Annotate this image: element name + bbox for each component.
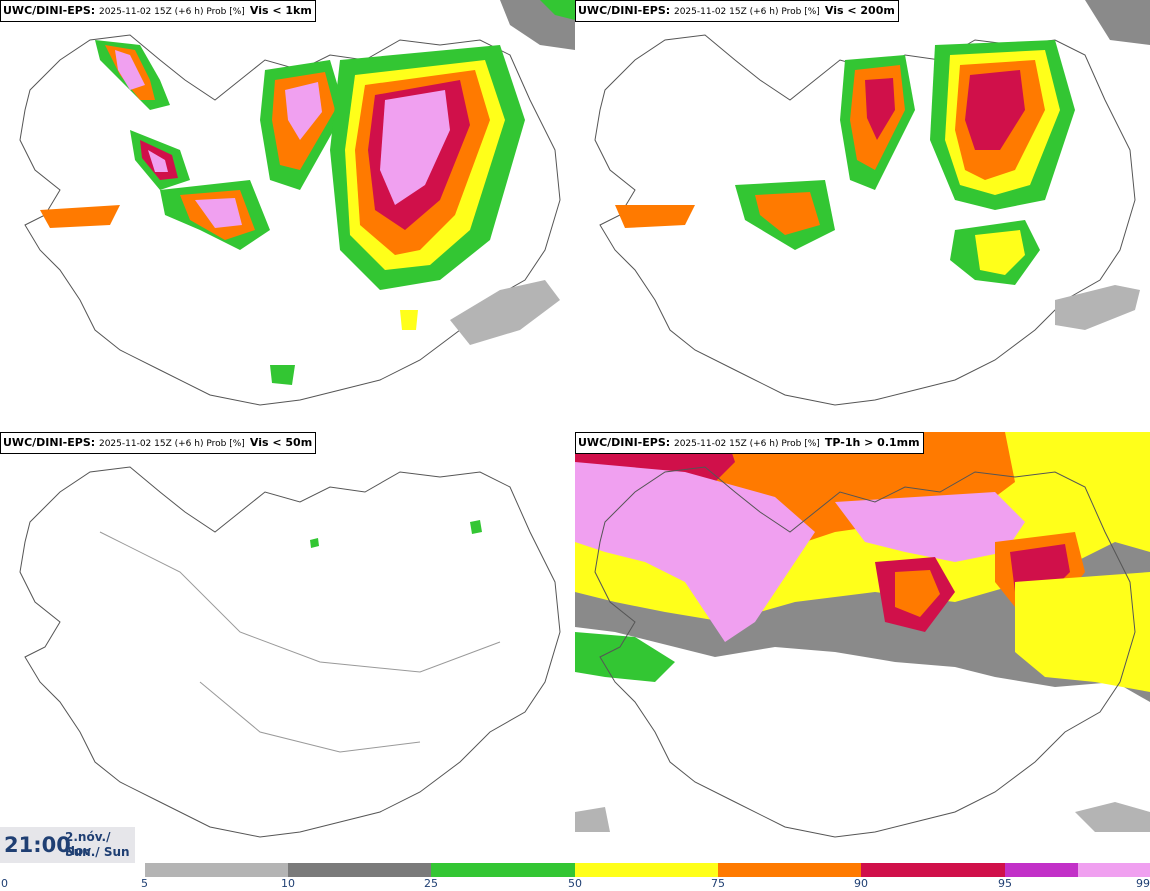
variable-name: Vis < 200m bbox=[824, 4, 895, 17]
map-panel-precip: UWC/DINI-EPS: 2025-11-02 15Z (+6 h) Prob… bbox=[575, 432, 1150, 862]
legend-segment-95-99 bbox=[1005, 863, 1078, 877]
probability-field bbox=[40, 40, 525, 385]
legend-segment-99 bbox=[1078, 863, 1150, 877]
map-panel-vis-50m: UWC/DINI-EPS: 2025-11-02 15Z (+6 h) Prob… bbox=[0, 432, 575, 862]
title-separator: : bbox=[90, 4, 99, 17]
panel-title: UWC/DINI-EPS: 2025-11-02 15Z (+6 h) Prob… bbox=[0, 432, 317, 454]
legend-tick: 25 bbox=[424, 877, 438, 890]
model-name: UWC/DINI-EPS bbox=[578, 436, 666, 449]
legend-segment-25-50 bbox=[431, 863, 575, 877]
variable-name: Vis < 50m bbox=[249, 436, 313, 449]
map-vis-200m bbox=[594, 0, 1150, 406]
map-precip bbox=[575, 432, 1150, 838]
valid-weekday: Sun./ Sun bbox=[65, 845, 130, 859]
iceland-coastline bbox=[594, 34, 1136, 406]
model-name: UWC/DINI-EPS bbox=[578, 4, 666, 17]
cloud-shading bbox=[450, 0, 575, 345]
map-panel-vis-1km: UWC/DINI-EPS: 2025-11-02 15Z (+6 h) Prob… bbox=[0, 0, 575, 430]
probability-field bbox=[615, 40, 1075, 285]
legend-tick: 75 bbox=[711, 877, 725, 890]
cloud-shading bbox=[1055, 0, 1150, 330]
legend-segment-90-95 bbox=[861, 863, 1005, 877]
valid-date: 2.nóv./ Nov bbox=[65, 830, 111, 858]
run-info: 2025-11-02 15Z (+6 h) Prob [%] bbox=[673, 7, 820, 17]
map-panel-vis-200m: UWC/DINI-EPS: 2025-11-02 15Z (+6 h) Prob… bbox=[575, 0, 1150, 430]
panel-title: UWC/DINI-EPS: 2025-11-02 15Z (+6 h) Prob… bbox=[575, 0, 899, 22]
title-separator: : bbox=[90, 436, 99, 449]
legend-tick: 0 bbox=[1, 877, 8, 890]
run-info: 2025-11-02 15Z (+6 h) Prob [%] bbox=[673, 439, 820, 449]
title-separator: : bbox=[665, 436, 674, 449]
panel-title: UWC/DINI-EPS: 2025-11-02 15Z (+6 h) Prob… bbox=[575, 432, 924, 454]
legend-segment-50-75 bbox=[575, 863, 718, 877]
legend-tick: 90 bbox=[854, 877, 868, 890]
run-info: 2025-11-02 15Z (+6 h) Prob [%] bbox=[98, 439, 245, 449]
model-name: UWC/DINI-EPS bbox=[3, 4, 91, 17]
variable-name: TP-1h > 0.1mm bbox=[824, 436, 920, 449]
iceland-coastline bbox=[19, 466, 561, 838]
valid-time: 21:00 bbox=[4, 833, 71, 857]
legend-tick: 99 bbox=[1136, 877, 1150, 890]
legend-segment-75-90 bbox=[718, 863, 861, 877]
legend-tick: 5 bbox=[141, 877, 148, 890]
iceland-coastline bbox=[594, 466, 1136, 838]
legend-tick: 10 bbox=[281, 877, 295, 890]
precip-field bbox=[575, 432, 1150, 832]
run-info: 2025-11-02 15Z (+6 h) Prob [%] bbox=[98, 7, 245, 17]
legend-tick: 50 bbox=[568, 877, 582, 890]
legend-segment-5-10 bbox=[145, 863, 288, 877]
map-vis-50m bbox=[19, 466, 561, 838]
probability-field bbox=[310, 520, 482, 548]
valid-time-box: 21:00 2.nóv./ Nov Sun./ Sun bbox=[0, 827, 135, 863]
legend-tick: 95 bbox=[998, 877, 1012, 890]
legend-segment-10-25 bbox=[288, 863, 431, 877]
map-vis-1km bbox=[19, 0, 575, 406]
variable-name: Vis < 1km bbox=[249, 4, 312, 17]
title-separator: : bbox=[665, 4, 674, 17]
panel-title: UWC/DINI-EPS: 2025-11-02 15Z (+6 h) Prob… bbox=[0, 0, 316, 22]
model-name: UWC/DINI-EPS bbox=[3, 436, 91, 449]
